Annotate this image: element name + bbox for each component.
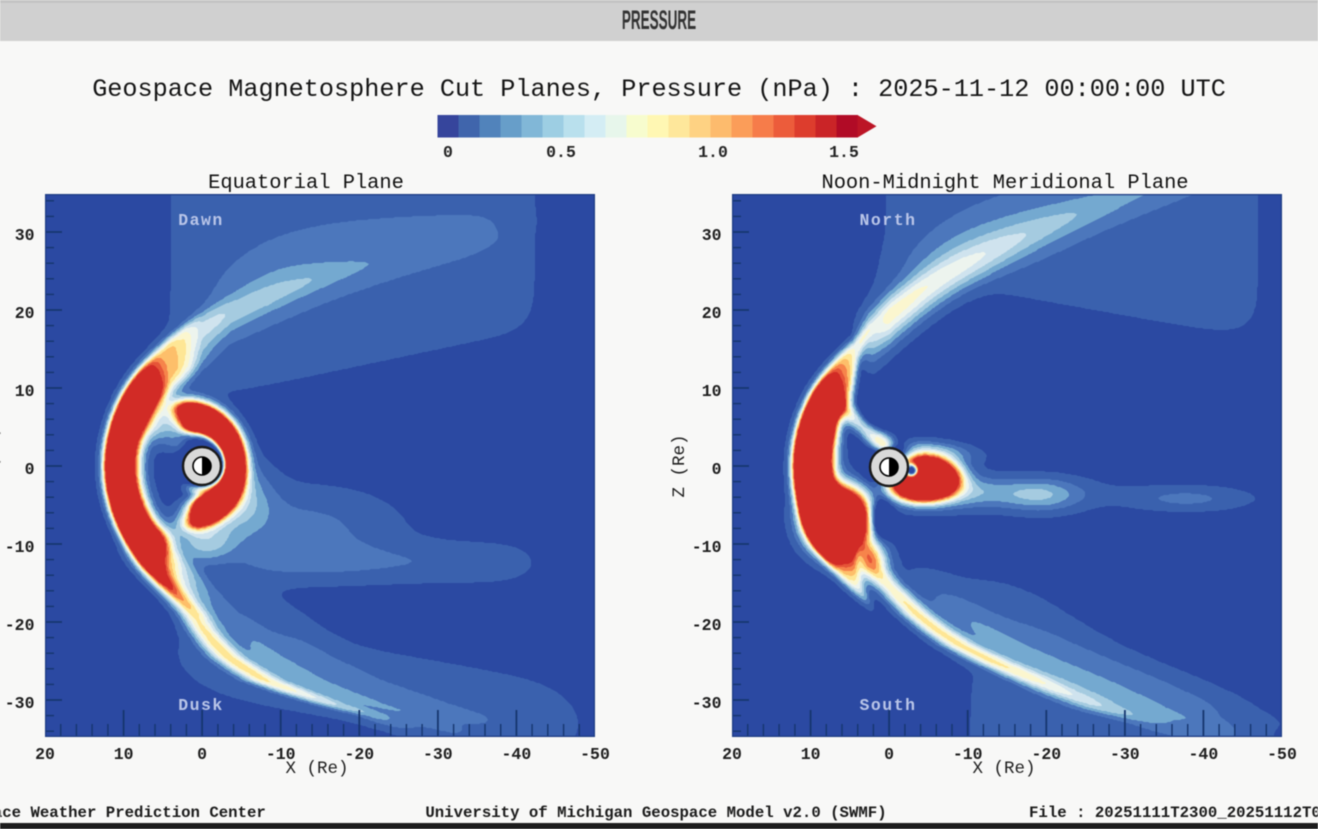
svg-text:South: South	[859, 696, 916, 715]
svg-text:Dusk: Dusk	[178, 696, 224, 715]
svg-text:North: North	[859, 211, 916, 230]
svg-text:Dawn: Dawn	[178, 211, 224, 230]
